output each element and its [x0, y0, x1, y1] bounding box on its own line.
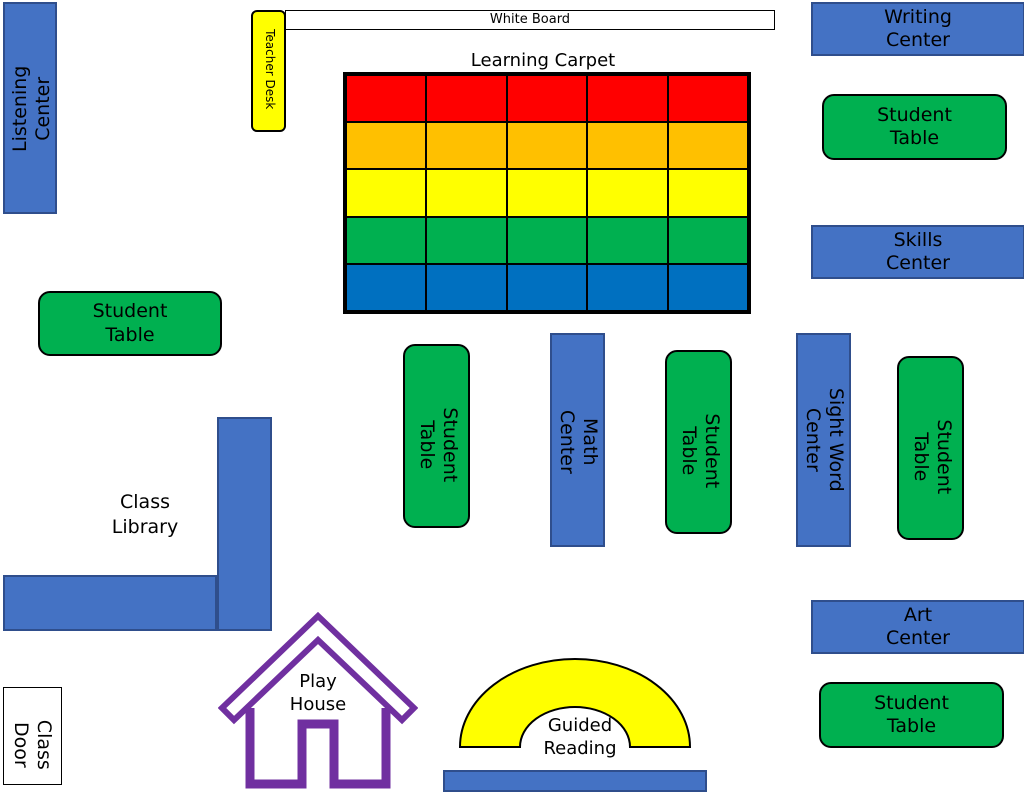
carpet-square: [667, 75, 748, 123]
guided-reading-shelf: [443, 770, 707, 792]
carpet-square: [506, 216, 588, 264]
carpet-square: [346, 75, 427, 123]
carpet-square: [346, 216, 427, 264]
writing-center-label: Writing Center: [884, 5, 952, 51]
math-center-label: Math Center: [556, 409, 601, 474]
student-table-label: Student Table: [874, 691, 949, 737]
carpet-square: [667, 122, 748, 170]
carpet-square: [426, 122, 507, 170]
carpet-square: [667, 169, 748, 217]
listening-center: Listening Center: [3, 2, 57, 214]
skills-center: Skills Center: [811, 225, 1024, 279]
play-house-icon: [218, 612, 418, 789]
guided-reading-label: Guided Reading: [543, 715, 617, 760]
carpet-square: [587, 216, 668, 264]
carpet-square: [346, 169, 427, 217]
carpet-square: [587, 263, 668, 311]
carpet-square: [667, 216, 748, 264]
writing-center: Writing Center: [811, 2, 1024, 56]
student-table-left: Student Table: [38, 291, 222, 356]
math-center: Math Center: [550, 333, 605, 547]
student-table-label: Student Table: [877, 103, 952, 149]
skills-center-label: Skills Center: [886, 228, 950, 274]
student-table-top-right: Student Table: [822, 94, 1007, 160]
student-table-label: Student Table: [678, 413, 723, 489]
carpet-square: [506, 75, 588, 123]
play-house-label: Play House: [289, 671, 347, 716]
carpet-square: [506, 169, 588, 217]
class-door-label: Class Door: [10, 719, 55, 770]
class-library-label: Class Library: [111, 491, 179, 538]
carpet-square: [587, 122, 668, 170]
teacher-desk: Teacher Desk: [251, 10, 286, 132]
carpet-square: [506, 122, 588, 170]
art-center-label: Art Center: [886, 603, 950, 649]
carpet-square: [587, 75, 668, 123]
art-center: Art Center: [811, 600, 1024, 654]
carpet-square: [426, 263, 507, 311]
sight-word-center: Sight Word Center: [796, 333, 851, 547]
carpet-square: [587, 169, 668, 217]
class-library-shelf-vertical: [217, 417, 272, 631]
student-table-label: Student Table: [92, 300, 168, 346]
carpet-square: [426, 216, 507, 264]
learning-carpet: [343, 72, 751, 314]
listening-center-label: Listening Center: [9, 65, 54, 152]
carpet-square: [426, 75, 507, 123]
white-board-label: White Board: [489, 12, 571, 28]
class-door: Class Door: [3, 687, 62, 785]
carpet-square: [426, 169, 507, 217]
teacher-desk-label: Teacher Desk: [263, 29, 278, 110]
student-table-vertical-1: Student Table: [403, 344, 470, 528]
white-board: White Board: [285, 10, 775, 30]
carpet-title: Learning Carpet: [470, 50, 616, 71]
student-table-label: Student Table: [910, 419, 955, 495]
carpet-square: [346, 263, 427, 311]
student-table-vertical-2: Student Table: [665, 350, 732, 534]
sight-word-center-label: Sight Word Center: [802, 387, 847, 492]
student-table-label: Student Table: [416, 407, 461, 483]
student-table-bottom-right: Student Table: [819, 682, 1004, 748]
carpet-square: [667, 263, 748, 311]
guided-reading-table-icon: [458, 658, 692, 748]
class-library-shelf-horizontal: [3, 575, 217, 631]
carpet-square: [506, 263, 588, 311]
carpet-square: [346, 122, 427, 170]
student-table-vertical-3: Student Table: [897, 356, 964, 540]
